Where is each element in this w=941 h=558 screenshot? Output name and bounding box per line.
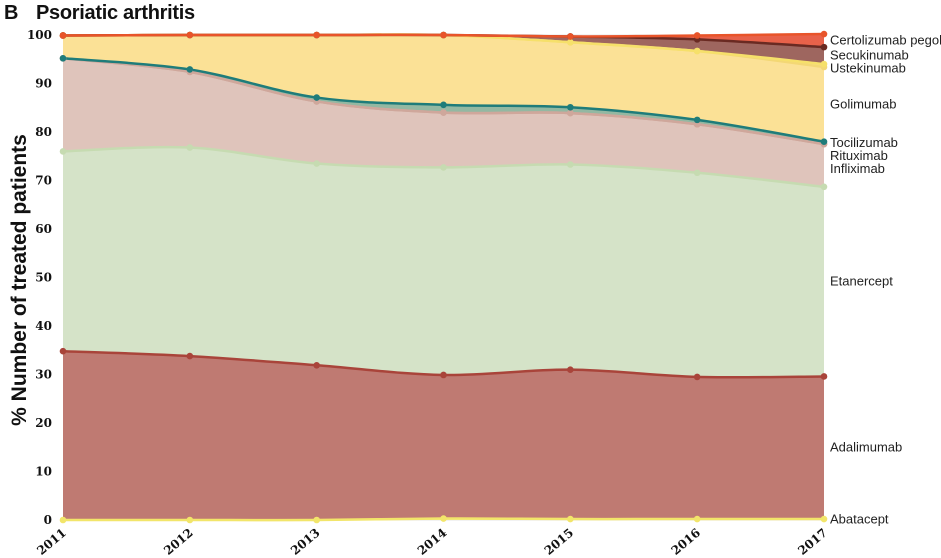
point-tocilizumab bbox=[567, 103, 574, 111]
y-axis-ticks: 0 10 20 30 40 50 60 70 80 90 100 bbox=[27, 28, 52, 527]
point-etanercept bbox=[59, 148, 67, 155]
series-label-etanercept: Etanercept bbox=[830, 274, 893, 289]
y-tick-label: 80 bbox=[35, 125, 52, 139]
point-adalimumab bbox=[313, 361, 320, 369]
area-adalimumab bbox=[63, 351, 824, 521]
point-etanercept bbox=[693, 169, 701, 177]
point-etanercept bbox=[313, 160, 320, 167]
point-abatacept bbox=[693, 515, 701, 523]
point-abatacept bbox=[186, 516, 194, 524]
point-abatacept bbox=[59, 516, 67, 524]
point-adalimumab bbox=[820, 373, 828, 380]
series-label-ustekinumab: Ustekinumab bbox=[830, 61, 906, 76]
y-tick-label: 40 bbox=[35, 319, 52, 333]
point-secukinumab bbox=[820, 43, 828, 51]
y-tick-label: 30 bbox=[35, 368, 52, 382]
y-tick-label: 70 bbox=[35, 174, 52, 188]
x-tick-label: 2016 bbox=[669, 526, 704, 558]
series-label-abatacept: Abatacept bbox=[830, 512, 889, 527]
point-certolizumab-pegol bbox=[820, 30, 828, 38]
y-tick-label: 50 bbox=[35, 271, 52, 285]
x-tick-label: 2011 bbox=[34, 526, 69, 558]
point-abatacept bbox=[313, 516, 320, 524]
point-certolizumab-pegol bbox=[186, 31, 194, 39]
point-certolizumab-pegol bbox=[567, 33, 574, 40]
series-labels: Abatacept Adalimumab Etanercept InfliximabR… bbox=[830, 33, 941, 527]
point-tocilizumab bbox=[186, 66, 194, 73]
area-etanercept bbox=[63, 147, 824, 378]
y-tick-label: 10 bbox=[35, 465, 52, 479]
point-tocilizumab bbox=[440, 101, 447, 109]
series-label-infliximab: Infliximab bbox=[830, 161, 885, 176]
series-label-certolizumab-pegol: Certolizumab pegol bbox=[830, 33, 941, 48]
x-tick-label: 2012 bbox=[161, 526, 196, 558]
series-label-tocilizumab: Tocilizumab bbox=[830, 135, 898, 150]
point-ustekinumab bbox=[693, 47, 701, 55]
point-tocilizumab bbox=[820, 138, 828, 145]
point-adalimumab bbox=[693, 373, 701, 381]
series-label-rituximab: Rituximab bbox=[830, 148, 888, 163]
point-certolizumab-pegol bbox=[693, 32, 701, 39]
x-axis-ticks: 2011 2012 2013 2014 2015 2016 2017 bbox=[34, 526, 830, 558]
point-rituximab bbox=[440, 109, 447, 116]
point-tocilizumab bbox=[313, 94, 320, 101]
series-label-secukinumab: Secukinumab bbox=[830, 48, 909, 63]
point-tocilizumab bbox=[693, 116, 701, 124]
stacked-areas bbox=[63, 34, 824, 521]
panel-letter: B bbox=[4, 2, 19, 24]
point-certolizumab-pegol bbox=[440, 31, 447, 39]
point-certolizumab-pegol bbox=[313, 31, 320, 39]
point-abatacept bbox=[567, 515, 574, 523]
point-etanercept bbox=[440, 164, 447, 171]
point-adalimumab bbox=[59, 347, 67, 355]
point-adalimumab bbox=[440, 371, 447, 379]
point-adalimumab bbox=[186, 352, 194, 360]
x-tick-label: 2017 bbox=[795, 526, 830, 558]
point-abatacept bbox=[440, 515, 447, 522]
point-etanercept bbox=[186, 144, 194, 151]
area-secukinumab bbox=[63, 34, 824, 65]
y-tick-label: 60 bbox=[35, 222, 52, 236]
y-tick-label: 0 bbox=[44, 513, 52, 527]
point-adalimumab bbox=[567, 366, 574, 373]
chart-title: Psoriatic arthritis bbox=[36, 2, 195, 24]
point-etanercept bbox=[820, 183, 828, 191]
y-tick-label: 100 bbox=[27, 28, 52, 42]
point-certolizumab-pegol bbox=[59, 32, 67, 39]
series-label-adalimumab: Adalimumab bbox=[830, 440, 902, 455]
point-rituximab bbox=[567, 109, 574, 117]
point-ustekinumab bbox=[820, 60, 828, 68]
point-abatacept bbox=[820, 515, 828, 523]
point-etanercept bbox=[567, 161, 574, 168]
x-tick-label: 2014 bbox=[415, 526, 450, 558]
x-tick-label: 2015 bbox=[542, 526, 577, 558]
point-ustekinumab bbox=[567, 38, 574, 46]
data-points bbox=[59, 30, 828, 524]
point-tocilizumab bbox=[59, 54, 67, 62]
area-golimumab bbox=[63, 34, 824, 142]
series-label-golimumab: Golimumab bbox=[830, 96, 896, 111]
y-axis-label: % Number of treated patients bbox=[8, 134, 31, 426]
y-tick-label: 90 bbox=[35, 77, 52, 91]
x-tick-label: 2013 bbox=[288, 526, 323, 558]
y-tick-label: 20 bbox=[35, 416, 52, 430]
